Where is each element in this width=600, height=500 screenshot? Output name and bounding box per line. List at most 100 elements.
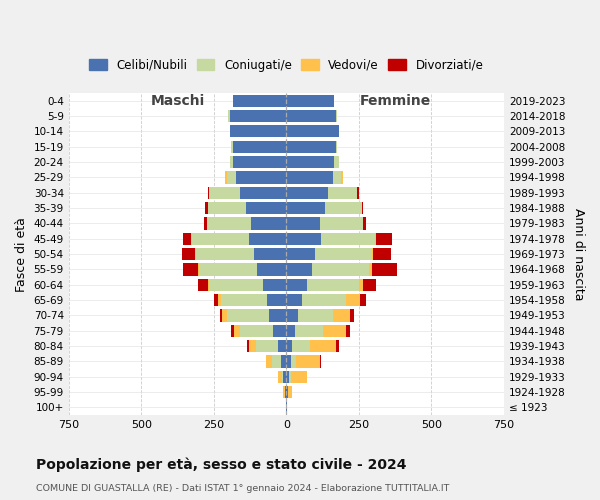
Bar [248,232,286,245]
Bar [247,340,248,352]
Bar [245,202,286,214]
Bar [234,324,240,337]
Bar [369,264,372,276]
Text: COMUNE DI GUASTALLA (RE) - Dati ISTAT 1° gennaio 2024 - Elaborazione TUTTITALIA.: COMUNE DI GUASTALLA (RE) - Dati ISTAT 1°… [36,484,449,493]
Bar [295,324,323,337]
Bar [254,248,286,260]
Bar [266,356,272,368]
Bar [335,340,338,352]
Text: Popolazione per età, sesso e stato civile - 2024: Popolazione per età, sesso e stato civil… [36,458,407,472]
Bar [233,156,286,168]
Bar [230,156,233,168]
Bar [363,218,366,230]
Bar [296,356,320,368]
Bar [286,186,328,199]
Bar [182,248,195,260]
Bar [286,370,289,383]
Bar [208,186,209,199]
Bar [273,324,286,337]
Bar [285,386,286,398]
Bar [346,294,361,306]
Bar [346,324,350,337]
Bar [209,186,240,199]
Bar [282,370,283,383]
Bar [292,340,310,352]
Bar [350,310,355,322]
Bar [278,340,286,352]
Bar [361,294,366,306]
Text: Maschi: Maschi [151,94,205,108]
Bar [286,310,298,322]
Bar [290,356,296,368]
Bar [183,232,191,245]
Bar [286,324,295,337]
Bar [205,202,208,214]
Bar [226,171,227,183]
Bar [230,125,286,138]
Bar [221,294,268,306]
Bar [240,186,286,199]
Bar [358,186,359,199]
Bar [228,110,230,122]
Bar [192,232,248,245]
Bar [281,356,286,368]
Bar [290,370,307,383]
Bar [333,310,350,322]
Bar [362,202,363,214]
Bar [208,278,209,291]
Bar [286,356,290,368]
Bar [307,278,359,291]
Bar [263,278,286,291]
Bar [214,294,218,306]
Bar [283,370,286,383]
Bar [191,232,192,245]
Bar [248,340,256,352]
Legend: Celibi/Nubili, Coniugati/e, Vedovi/e, Divorziati/e: Celibi/Nubili, Coniugati/e, Vedovi/e, Di… [85,54,488,76]
Bar [334,156,338,168]
Bar [198,264,199,276]
Bar [376,232,392,245]
Bar [240,324,273,337]
Text: Femmine: Femmine [359,94,431,108]
Bar [231,324,234,337]
Bar [220,310,223,322]
Bar [323,324,346,337]
Bar [286,140,335,153]
Bar [236,171,286,183]
Y-axis label: Anni di nascita: Anni di nascita [572,208,585,300]
Bar [286,125,338,138]
Bar [372,264,397,276]
Bar [206,218,251,230]
Bar [268,294,286,306]
Bar [218,294,221,306]
Bar [230,110,286,122]
Bar [320,356,321,368]
Bar [363,278,376,291]
Bar [196,248,254,260]
Bar [335,110,337,122]
Bar [320,218,363,230]
Bar [199,264,257,276]
Bar [278,370,282,383]
Bar [286,218,320,230]
Bar [286,202,325,214]
Bar [233,94,286,107]
Bar [325,202,362,214]
Bar [257,264,286,276]
Bar [335,140,337,153]
Bar [375,232,376,245]
Bar [286,386,288,398]
Bar [333,171,341,183]
Bar [286,110,335,122]
Bar [310,340,335,352]
Bar [203,218,206,230]
Bar [286,94,334,107]
Bar [313,264,369,276]
Bar [316,248,372,260]
Bar [208,202,245,214]
Bar [286,278,307,291]
Bar [256,340,278,352]
Y-axis label: Fasce di età: Fasce di età [15,216,28,292]
Bar [359,278,363,291]
Bar [286,294,302,306]
